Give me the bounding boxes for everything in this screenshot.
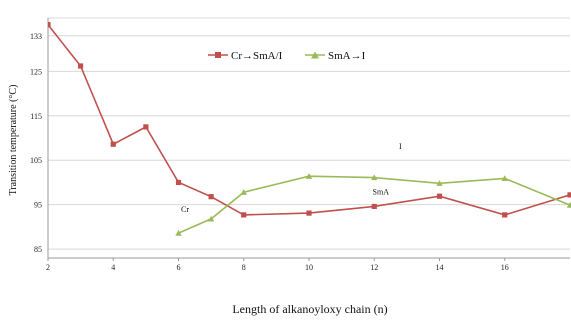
data-point-sma-i	[566, 201, 571, 208]
y-tick-label: 105	[30, 156, 42, 165]
x-tick-label: 6	[177, 263, 181, 272]
legend-item-sma-i: SmA→I	[305, 50, 366, 62]
legend-marker-triangle	[311, 51, 319, 59]
data-point-cr-sma-i	[78, 63, 84, 69]
data-point-cr-sma-i	[371, 203, 377, 210]
data-point-cr-sma-i	[110, 141, 116, 147]
series-line-sma-i	[178, 175, 571, 234]
data-point-cr-sma-i	[306, 210, 312, 216]
data-point-sma-i	[501, 175, 508, 182]
grid-layer	[48, 17, 570, 250]
x-tick-label: 10	[305, 263, 313, 272]
phase-label: I	[399, 142, 402, 151]
series-sma-i	[175, 173, 571, 236]
series-layer	[48, 22, 571, 236]
x-tick-label: 2	[46, 263, 50, 272]
x-axis-title: Length of alkanoyloxy chain (n)	[232, 302, 387, 316]
x-tick-label: 4	[111, 263, 115, 272]
y-tick-label: 115	[30, 112, 42, 121]
y-tick-label: 95	[34, 201, 42, 210]
data-point-sma-i	[240, 189, 247, 195]
data-point-cr-sma-i	[241, 212, 247, 218]
y-tick-label: 133	[30, 32, 42, 41]
data-point-cr-sma-i	[436, 193, 443, 199]
data-point-cr-sma-i	[143, 124, 149, 130]
x-tick-label: 8	[242, 263, 246, 272]
phase-label: Cr	[181, 205, 189, 214]
legend-label-sma-i: SmA→I	[328, 50, 366, 62]
data-point-sma-i	[436, 180, 443, 186]
y-tick-label: 85	[34, 245, 42, 254]
annotation-layer: I SmA Cr	[181, 142, 402, 214]
x-tick-label: 12	[370, 263, 378, 272]
data-point-cr-sma-i	[567, 192, 571, 198]
y-axis-title: Transition temperature (°C)	[8, 85, 19, 196]
data-point-cr-sma-i	[48, 22, 51, 28]
series-line-cr-sma-i	[48, 24, 571, 216]
legend: Cr→SmA/I SmA→I	[208, 50, 366, 62]
x-tick-label: 16	[501, 263, 509, 272]
data-point-cr-sma-i	[502, 212, 508, 218]
data-point-sma-i	[371, 174, 378, 181]
series-cr-sma-i	[48, 22, 571, 218]
x-tick-label: 14	[436, 263, 444, 272]
data-point-sma-i	[175, 229, 182, 236]
ticks-layer: 85 95 105 115 125 133 2 4 6 8 10 12 14 16	[30, 32, 509, 272]
legend-label-cr-sma-i: Cr→SmA/I	[231, 50, 283, 62]
y-tick-label: 125	[30, 67, 42, 76]
data-point-cr-sma-i	[208, 194, 214, 200]
data-point-sma-i	[207, 215, 215, 222]
data-point-sma-i	[305, 173, 313, 179]
phase-label: SmA	[373, 187, 390, 196]
data-point-cr-sma-i	[175, 179, 182, 186]
legend-item-cr-sma-i: Cr→SmA/I	[208, 50, 283, 62]
legend-marker-square	[215, 52, 221, 58]
